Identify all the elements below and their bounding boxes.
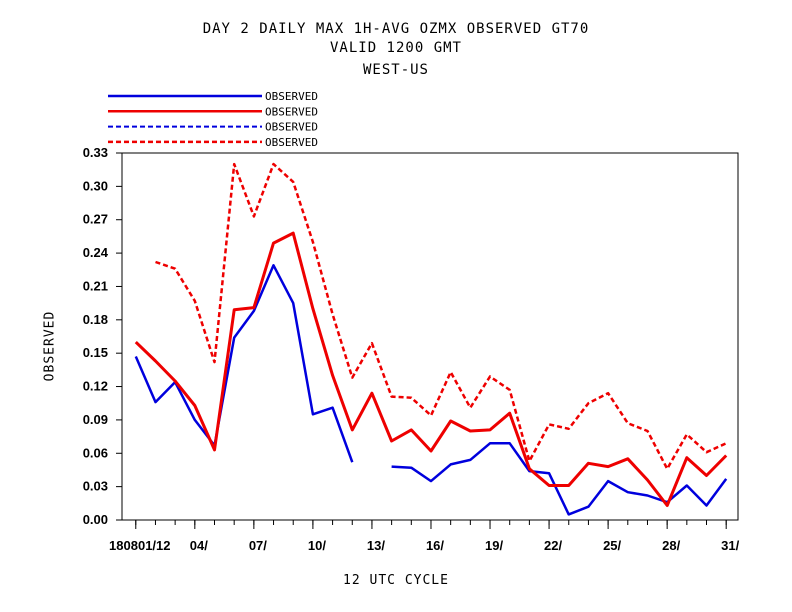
plot-frame — [121, 152, 739, 521]
x-tick-label: 28/ — [662, 538, 680, 553]
series-line-1 — [391, 442, 728, 516]
y-tick-label: 0.21 — [83, 278, 108, 293]
x-tick-label: 16/ — [426, 538, 444, 553]
y-axis-label: OBSERVED — [42, 310, 58, 382]
y-tick-label: 0.33 — [83, 145, 108, 160]
y-tick-label: 0.09 — [83, 412, 108, 427]
chart-title-line-1: DAY 2 DAILY MAX 1H-AVG OZMX OBSERVED GT7… — [202, 21, 590, 37]
x-tick-label: 19/ — [485, 538, 503, 553]
x-tick-label: 25/ — [603, 538, 621, 553]
x-tick-label: 31/ — [721, 538, 739, 553]
legend-label-2: OBSERVED — [265, 105, 318, 118]
series-line-4 — [155, 162, 727, 471]
y-tick-label: 0.15 — [83, 345, 108, 360]
y-tick-label: 0.27 — [83, 212, 108, 227]
y-tick-label: 0.03 — [83, 479, 108, 494]
x-tick-label: 10/ — [308, 538, 326, 553]
y-tick-label: 0.18 — [83, 312, 108, 327]
legend-label-3: OBSERVED — [265, 121, 318, 134]
y-tick-label: 0.12 — [83, 379, 108, 394]
y-tick-label: 0.24 — [83, 245, 109, 260]
y-tick-label: 0.06 — [83, 445, 108, 460]
legend-label-4: OBSERVED — [265, 136, 318, 149]
x-tick-label: 04/ — [190, 538, 208, 553]
y-tick-label: 0.00 — [83, 512, 108, 527]
y-tick-label: 0.30 — [83, 178, 108, 193]
chart-title-line-3: WEST-US — [362, 62, 429, 78]
series-line-1 — [134, 264, 354, 463]
x-tick-label: 07/ — [249, 538, 267, 553]
legend-label-1: OBSERVED — [265, 90, 318, 103]
x-tick-label: 13/ — [367, 538, 385, 553]
x-axis-label: 12 UTC CYCLE — [343, 573, 449, 588]
chart-title-line-2: VALID 1200 GMT — [329, 40, 462, 56]
series-line-2 — [134, 231, 728, 507]
x-tick-label: 180801/12 — [109, 538, 170, 553]
x-tick-label: 22/ — [544, 538, 562, 553]
